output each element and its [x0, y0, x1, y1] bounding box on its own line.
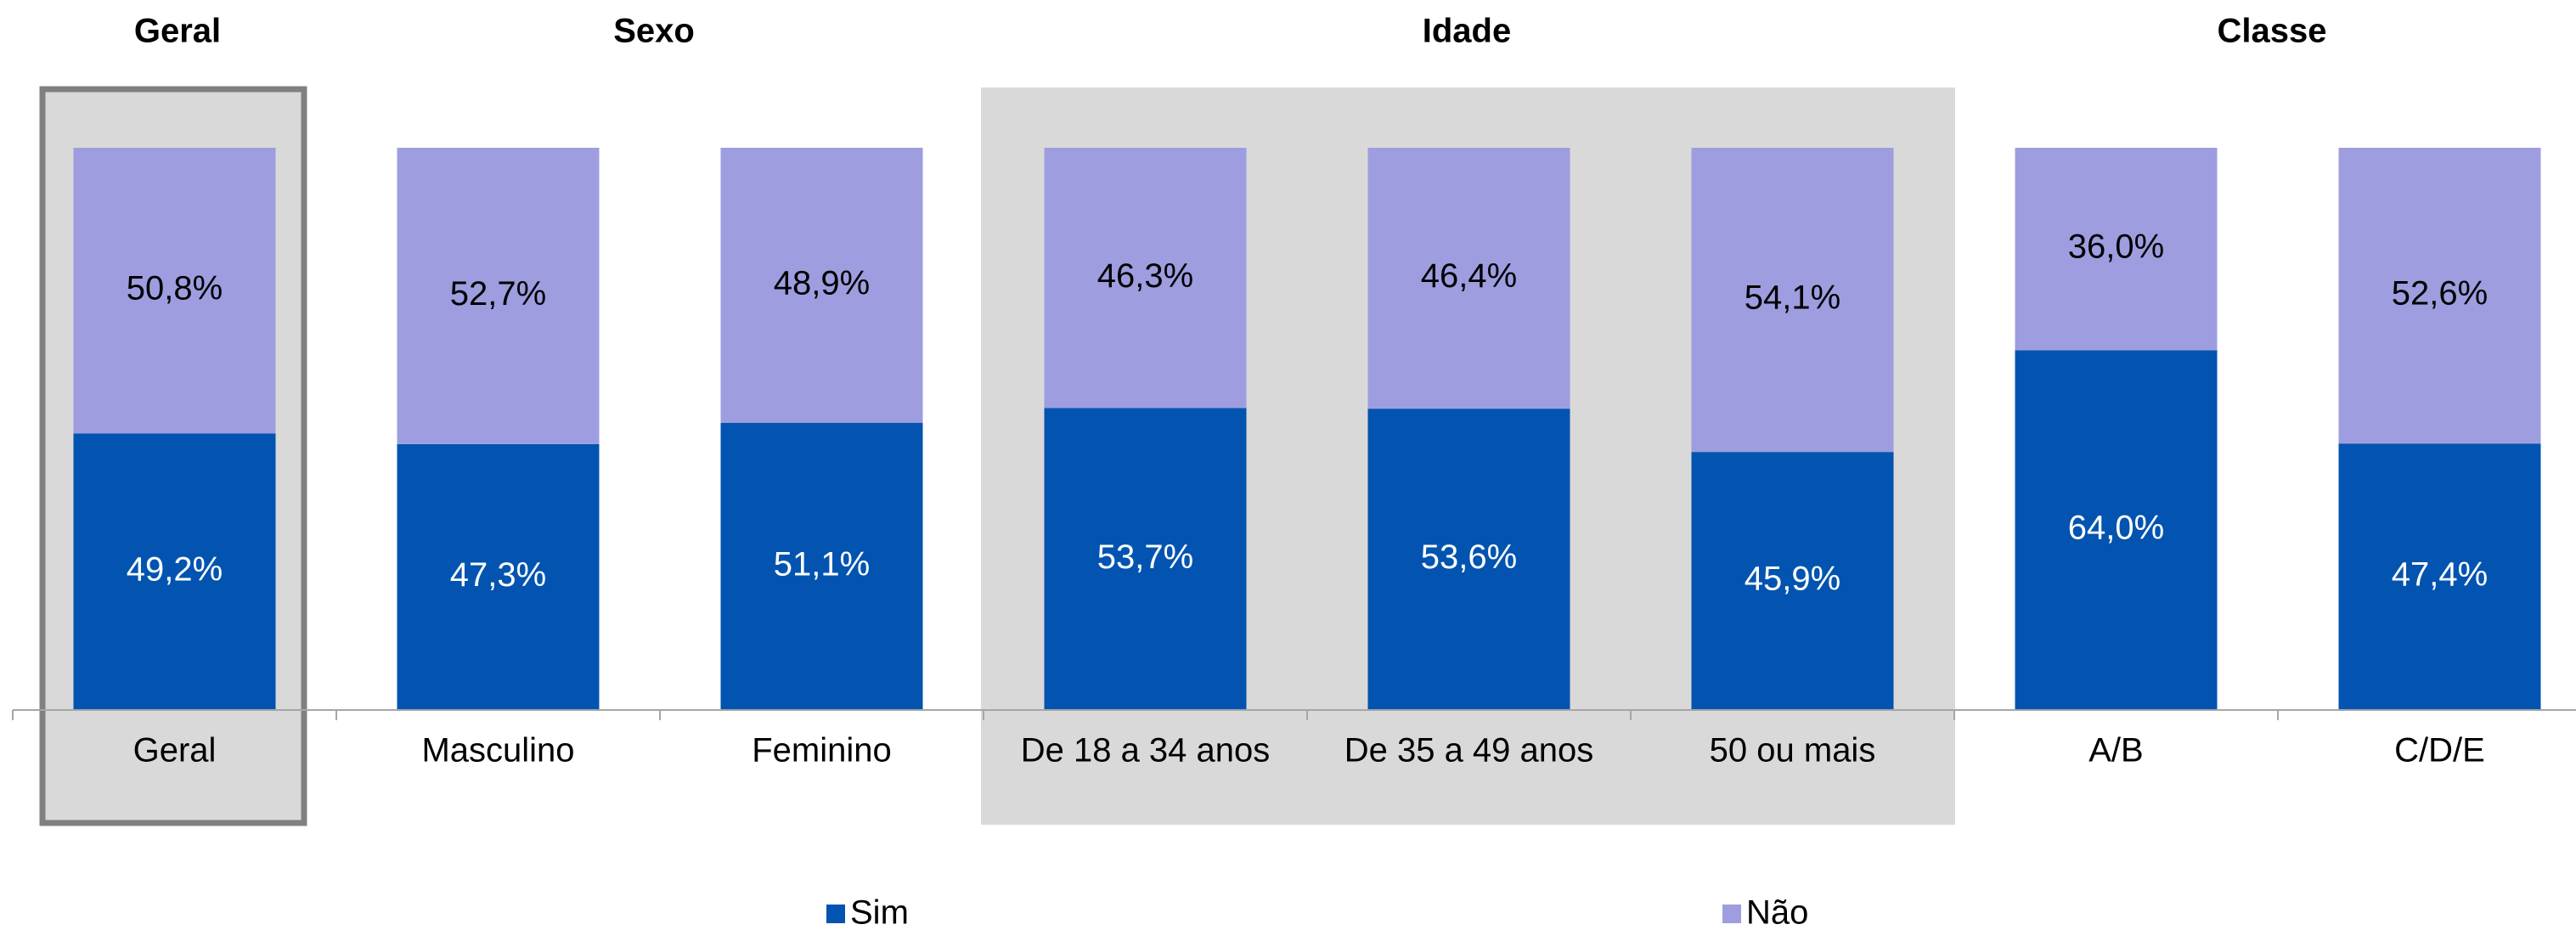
value-label: 49,2%	[127, 551, 223, 589]
x-tick-label: De 35 a 49 anos	[1344, 732, 1594, 769]
value-label: 46,3%	[1097, 257, 1193, 295]
legend-swatch	[826, 905, 845, 923]
bar-segment	[2015, 350, 2218, 710]
value-label: 52,7%	[450, 275, 546, 313]
value-label: 45,9%	[1745, 561, 1840, 598]
value-label: 48,9%	[774, 264, 870, 302]
group-header: Geral	[134, 13, 221, 50]
bar-segment	[720, 148, 923, 423]
x-tick-label: Geral	[133, 732, 217, 769]
value-label: 64,0%	[2068, 510, 2164, 547]
x-tick-label: C/D/E	[2394, 732, 2485, 769]
bar-segment	[73, 433, 276, 710]
value-label: 52,6%	[2392, 275, 2488, 313]
value-label: 51,1%	[774, 545, 870, 583]
bar-segment	[73, 148, 276, 434]
value-label: 54,1%	[1745, 279, 1840, 317]
bar-segment	[1367, 148, 1570, 409]
value-label: 47,3%	[450, 556, 546, 594]
value-label: 53,7%	[1097, 538, 1193, 576]
x-tick-label: Masculino	[421, 732, 574, 769]
bar-segment	[1044, 148, 1247, 409]
group-header: Idade	[1423, 13, 1511, 50]
bar-segment	[1044, 408, 1247, 710]
bar-segment	[1691, 148, 1894, 453]
group-header: Sexo	[613, 13, 695, 50]
value-label: 53,6%	[1421, 538, 1517, 576]
bar-segment	[2338, 443, 2541, 710]
x-tick-label: Feminino	[752, 732, 892, 769]
value-label: 36,0%	[2068, 228, 2164, 266]
legend-swatch	[1722, 905, 1741, 923]
x-tick-label: A/B	[2088, 732, 2143, 769]
bar-segment	[1691, 452, 1894, 710]
bar-segment	[2338, 148, 2541, 444]
bar-segment	[397, 443, 600, 710]
legend-label: Não	[1746, 894, 1808, 930]
group-header: Classe	[2218, 13, 2327, 50]
bar-segment	[1367, 409, 1570, 710]
x-tick-label: 50 ou mais	[1710, 732, 1876, 769]
value-label: 50,8%	[127, 270, 223, 307]
bar-segment	[2015, 148, 2218, 351]
bar-segment	[397, 148, 600, 444]
legend-label: Sim	[850, 894, 909, 930]
value-label: 47,4%	[2392, 556, 2488, 594]
x-tick-label: De 18 a 34 anos	[1021, 732, 1271, 769]
value-label: 46,4%	[1421, 257, 1517, 295]
bar-segment	[720, 422, 923, 710]
